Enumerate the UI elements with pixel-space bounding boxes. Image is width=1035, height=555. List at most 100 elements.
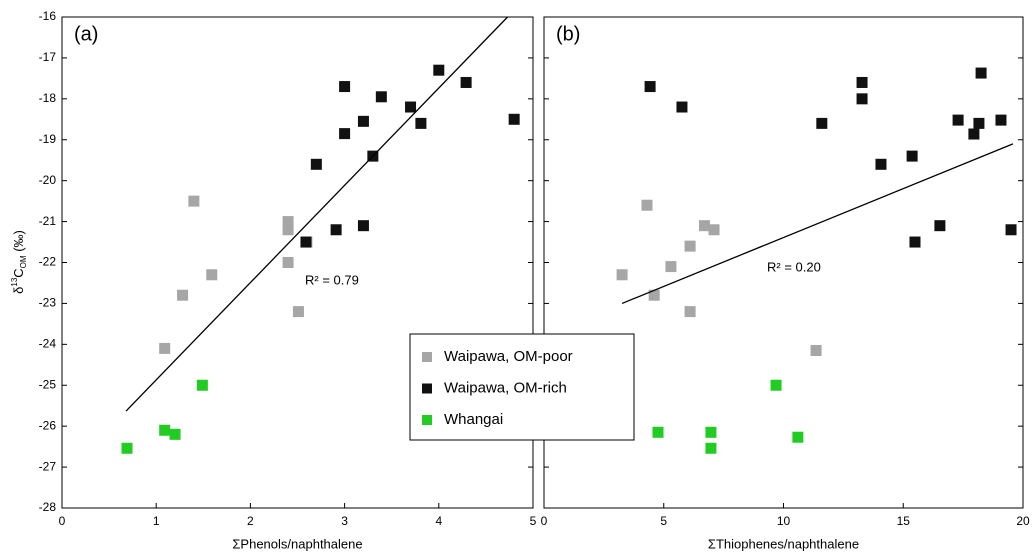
legend-marker	[422, 383, 432, 394]
point	[196, 379, 208, 391]
point	[357, 115, 369, 127]
x-tick-label: 20	[1016, 514, 1030, 528]
panel-label: (a)	[74, 23, 98, 45]
point	[906, 150, 918, 162]
y-tick-label: -25	[39, 377, 57, 391]
legend-label: Waipawa, OM-rich	[444, 379, 567, 396]
y-tick-label: -26	[39, 418, 57, 432]
x-tick-label: 1	[153, 514, 160, 528]
y-tick-label: -17	[39, 50, 57, 64]
point	[159, 342, 171, 354]
point	[330, 224, 342, 236]
point	[856, 76, 868, 88]
point	[169, 428, 181, 440]
point	[770, 379, 782, 391]
point	[698, 220, 710, 232]
y-tick-label: -27	[39, 459, 57, 473]
y-tick-label: -28	[39, 500, 57, 514]
y-axis-label-part: C	[11, 268, 26, 277]
point	[676, 101, 688, 113]
x-tick-label: 5	[530, 514, 537, 528]
x-tick-label: 0	[59, 514, 66, 528]
x-tick-label: 2	[247, 514, 254, 528]
point	[339, 81, 351, 93]
point	[705, 426, 717, 438]
y-tick-label: -21	[39, 214, 57, 228]
point	[973, 117, 985, 129]
point	[665, 261, 677, 273]
point	[644, 81, 656, 93]
point	[415, 117, 427, 129]
point	[300, 236, 312, 248]
point	[875, 158, 887, 170]
x-tick-label: 5	[660, 514, 667, 528]
legend-label: Waipawa, OM-poor	[444, 348, 573, 365]
point	[121, 442, 133, 454]
point	[282, 216, 294, 228]
point	[616, 269, 628, 281]
y-axis-label-part: 13	[10, 277, 19, 286]
legend-box	[409, 333, 635, 441]
trendline	[125, 16, 509, 412]
point	[810, 344, 822, 356]
point	[357, 220, 369, 232]
point	[508, 113, 520, 125]
point	[934, 220, 946, 232]
point	[652, 426, 664, 438]
x-tick-label: 0	[541, 514, 548, 528]
point	[705, 442, 717, 454]
point	[684, 306, 696, 318]
point	[952, 114, 964, 126]
y-tick-label: -22	[39, 255, 57, 269]
x-tick-label: 4	[435, 514, 442, 528]
y-tick-label: -18	[39, 91, 57, 105]
point	[792, 431, 804, 443]
point	[995, 114, 1007, 126]
x-tick-label: 15	[897, 514, 911, 528]
point	[684, 240, 696, 252]
point	[648, 289, 660, 301]
trendline	[621, 143, 1014, 305]
y-tick-label: -19	[39, 132, 57, 146]
x-axis-label: ΣThiophenes/naphthalene	[708, 536, 859, 551]
point	[282, 257, 294, 268]
point	[310, 158, 322, 170]
point	[206, 269, 218, 281]
point	[460, 76, 472, 88]
point	[975, 67, 987, 79]
point	[177, 289, 189, 301]
legend-marker	[422, 415, 432, 425]
x-tick-label: 3	[341, 514, 348, 528]
annotation: R² = 0.79	[305, 272, 359, 287]
point	[433, 64, 445, 76]
y-axis-label-part: (‰)	[11, 230, 26, 255]
legend-marker	[422, 352, 432, 362]
point	[282, 224, 294, 236]
point	[708, 224, 720, 236]
point	[188, 195, 200, 207]
point	[909, 236, 921, 248]
point	[159, 424, 171, 436]
y-tick-label: -24	[39, 337, 57, 351]
point	[816, 117, 828, 129]
x-tick-label: 10	[777, 514, 791, 528]
point	[1005, 224, 1017, 236]
point	[339, 128, 351, 140]
y-axis-label-part: δ	[11, 287, 26, 294]
annotation: R² = 0.20	[767, 259, 821, 274]
point	[405, 101, 417, 113]
x-axis-label: ΣPhenols/naphthalene	[232, 536, 362, 551]
point	[375, 91, 387, 103]
legend-label: Whangai	[444, 411, 503, 428]
y-tick-label: -16	[39, 9, 57, 23]
point	[968, 128, 980, 140]
y-axis-label-part: OM	[19, 255, 28, 268]
point	[292, 306, 304, 318]
y-axis-label: δ13COM (‰)	[10, 230, 28, 294]
y-tick-label: -23	[39, 296, 57, 310]
point	[856, 93, 868, 105]
panel-label: (b)	[556, 23, 580, 45]
y-tick-label: -20	[39, 173, 57, 187]
point	[641, 199, 653, 211]
